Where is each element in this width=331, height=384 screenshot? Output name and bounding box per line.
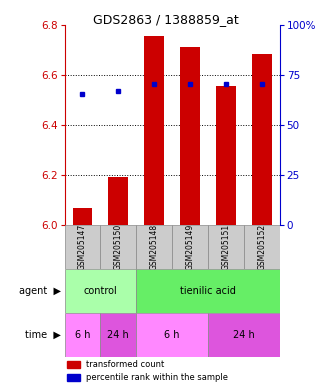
Text: transformed count: transformed count [86,360,164,369]
Text: 6 h: 6 h [165,330,180,340]
Text: GSM205148: GSM205148 [150,223,159,270]
Bar [180,48,200,225]
Text: GSM205150: GSM205150 [114,223,123,270]
Bar [172,225,208,269]
Text: time  ▶: time ▶ [25,330,61,340]
Text: percentile rank within the sample: percentile rank within the sample [86,372,228,382]
Text: GSM205147: GSM205147 [78,223,87,270]
Bar [67,361,79,368]
Bar [252,54,272,225]
Bar [216,86,236,225]
Bar [244,225,280,269]
Text: GSM205151: GSM205151 [221,223,230,270]
Text: 24 h: 24 h [108,330,129,340]
Bar [109,177,128,225]
Bar [65,313,100,357]
Bar [65,225,100,269]
Text: GDS2863 / 1388859_at: GDS2863 / 1388859_at [93,13,238,26]
Text: GSM205152: GSM205152 [257,223,266,270]
Bar [136,225,172,269]
Text: 24 h: 24 h [233,330,255,340]
Bar [72,209,92,225]
Bar [65,269,136,313]
Bar [100,313,136,357]
Text: tienilic acid: tienilic acid [180,286,236,296]
Bar [208,313,280,357]
Bar [100,225,136,269]
Bar [67,374,79,381]
Text: agent  ▶: agent ▶ [19,286,61,296]
Bar [208,225,244,269]
Text: control: control [83,286,117,296]
Bar [136,313,208,357]
Bar [136,269,280,313]
Bar [144,36,164,225]
Text: 6 h: 6 h [75,330,90,340]
Text: GSM205149: GSM205149 [186,223,195,270]
